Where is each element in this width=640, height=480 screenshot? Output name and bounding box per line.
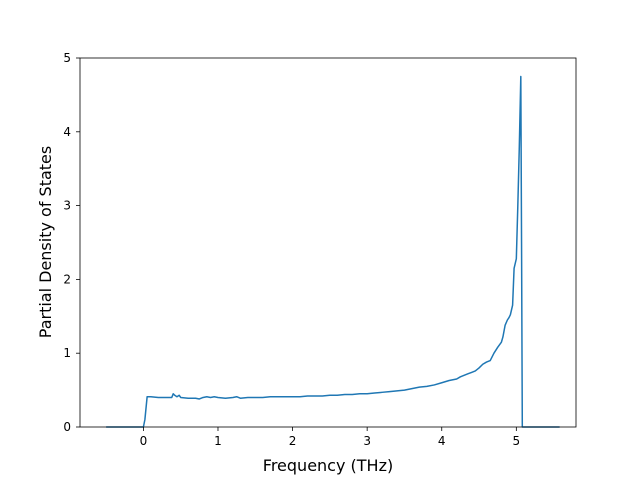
y-tick-label: 2 bbox=[63, 272, 71, 286]
y-tick-label: 3 bbox=[63, 199, 71, 213]
x-axis-label: Frequency (THz) bbox=[263, 456, 393, 475]
y-tick-label: 0 bbox=[63, 420, 71, 434]
plot-area bbox=[79, 57, 577, 428]
x-tick-label: 3 bbox=[363, 434, 371, 448]
x-tick-label: 1 bbox=[214, 434, 222, 448]
x-tick-label: 2 bbox=[289, 434, 297, 448]
y-axis-ticks: 0 1 2 3 4 5 bbox=[63, 51, 80, 434]
y-tick-label: 5 bbox=[63, 51, 71, 65]
axes-frame bbox=[79, 57, 577, 428]
series-line bbox=[106, 75, 560, 428]
x-tick-label: 5 bbox=[513, 434, 521, 448]
x-tick-label: 0 bbox=[140, 434, 148, 448]
y-axis-label: Partial Density of States bbox=[36, 146, 55, 338]
x-axis-ticks: 0 1 2 3 4 5 bbox=[140, 427, 521, 448]
y-tick-label: 4 bbox=[63, 125, 71, 139]
y-tick-label: 1 bbox=[63, 346, 71, 360]
x-tick-label: 4 bbox=[438, 434, 446, 448]
